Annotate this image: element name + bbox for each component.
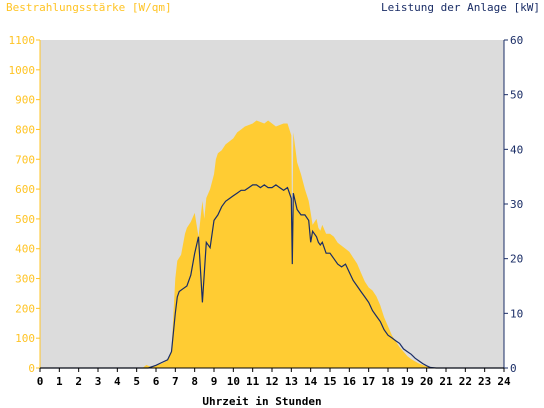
axes-layer: 0100200300400500600700800900100011000102… bbox=[9, 34, 524, 388]
left-tick-label: 800 bbox=[15, 123, 35, 136]
irradiance-area bbox=[40, 120, 504, 368]
x-tick-label: 5 bbox=[133, 375, 140, 388]
left-tick-label: 1000 bbox=[9, 64, 36, 77]
right-axis-title: Leistung der Anlage [kW] bbox=[381, 1, 540, 14]
left-axis-title: Bestrahlungsstärke [W/qm] bbox=[6, 1, 172, 14]
x-tick-label: 8 bbox=[191, 375, 198, 388]
x-tick-label: 3 bbox=[95, 375, 102, 388]
x-tick-label: 2 bbox=[75, 375, 82, 388]
x-tick-label: 12 bbox=[265, 375, 278, 388]
left-tick-label: 100 bbox=[15, 332, 35, 345]
x-tick-label: 18 bbox=[381, 375, 394, 388]
x-tick-label: 14 bbox=[304, 375, 318, 388]
x-tick-label: 4 bbox=[114, 375, 121, 388]
x-tick-label: 19 bbox=[401, 375, 414, 388]
power-line bbox=[40, 184, 504, 369]
x-tick-label: 21 bbox=[439, 375, 453, 388]
x-tick-label: 17 bbox=[362, 375, 375, 388]
left-tick-label: 600 bbox=[15, 183, 35, 196]
left-tick-label: 200 bbox=[15, 302, 35, 315]
series-layer bbox=[40, 120, 504, 369]
x-tick-label: 23 bbox=[478, 375, 491, 388]
x-tick-label: 20 bbox=[420, 375, 433, 388]
x-tick-label: 6 bbox=[153, 375, 160, 388]
right-tick-label: 50 bbox=[510, 89, 523, 102]
right-tick-label: 30 bbox=[510, 198, 523, 211]
x-tick-label: 0 bbox=[37, 375, 44, 388]
left-tick-label: 700 bbox=[15, 153, 35, 166]
x-axis-title: Uhrzeit in Stunden bbox=[202, 395, 321, 408]
left-tick-label: 0 bbox=[28, 362, 35, 375]
x-tick-label: 13 bbox=[285, 375, 298, 388]
x-tick-label: 9 bbox=[211, 375, 218, 388]
right-tick-label: 10 bbox=[510, 307, 523, 320]
right-tick-label: 0 bbox=[510, 362, 517, 375]
x-tick-label: 11 bbox=[246, 375, 260, 388]
x-tick-label: 16 bbox=[343, 375, 357, 388]
right-tick-label: 20 bbox=[510, 253, 523, 266]
x-tick-label: 15 bbox=[323, 375, 336, 388]
x-tick-label: 7 bbox=[172, 375, 179, 388]
x-tick-label: 22 bbox=[459, 375, 472, 388]
x-tick-label: 1 bbox=[56, 375, 63, 388]
right-tick-label: 40 bbox=[510, 143, 523, 156]
left-tick-label: 300 bbox=[15, 273, 35, 286]
right-tick-label: 60 bbox=[510, 34, 523, 47]
left-tick-label: 500 bbox=[15, 213, 35, 226]
x-tick-label: 10 bbox=[227, 375, 240, 388]
left-tick-label: 400 bbox=[15, 243, 35, 256]
x-tick-label: 24 bbox=[497, 375, 511, 388]
left-tick-label: 1100 bbox=[9, 34, 36, 47]
left-tick-label: 900 bbox=[15, 94, 35, 107]
